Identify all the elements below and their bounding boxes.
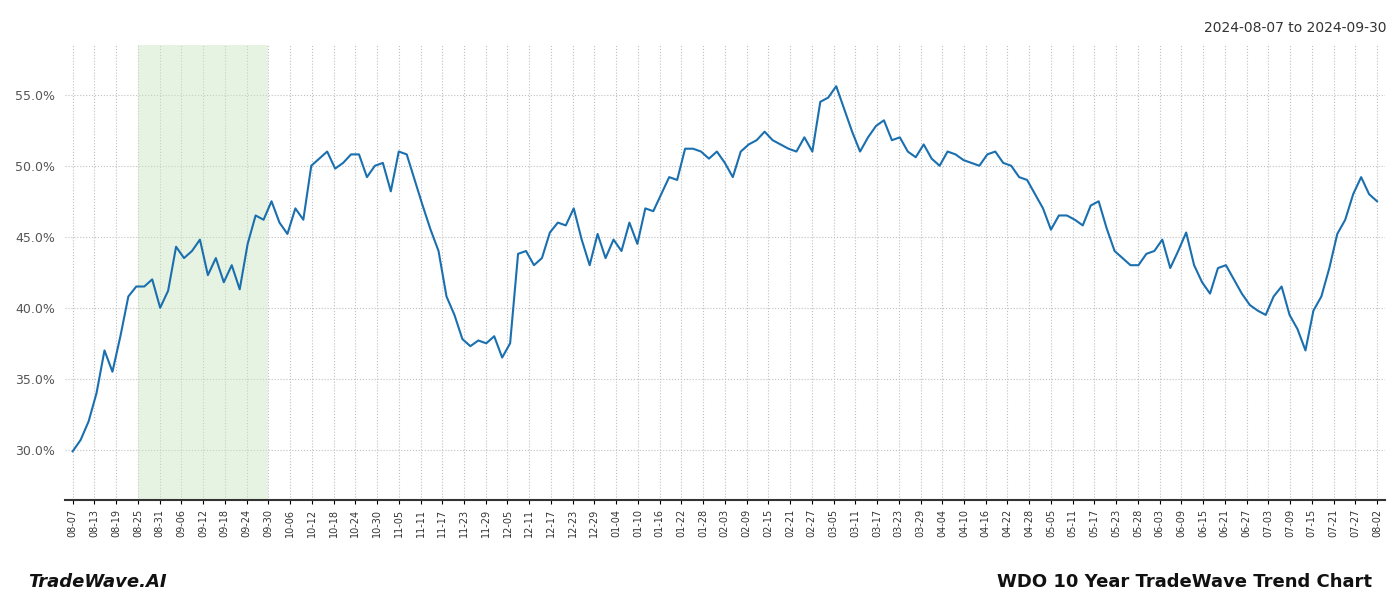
Bar xyxy=(137,45,269,500)
Text: TradeWave.AI: TradeWave.AI xyxy=(28,573,167,591)
Text: 2024-08-07 to 2024-09-30: 2024-08-07 to 2024-09-30 xyxy=(1204,21,1386,35)
Text: WDO 10 Year TradeWave Trend Chart: WDO 10 Year TradeWave Trend Chart xyxy=(997,573,1372,591)
